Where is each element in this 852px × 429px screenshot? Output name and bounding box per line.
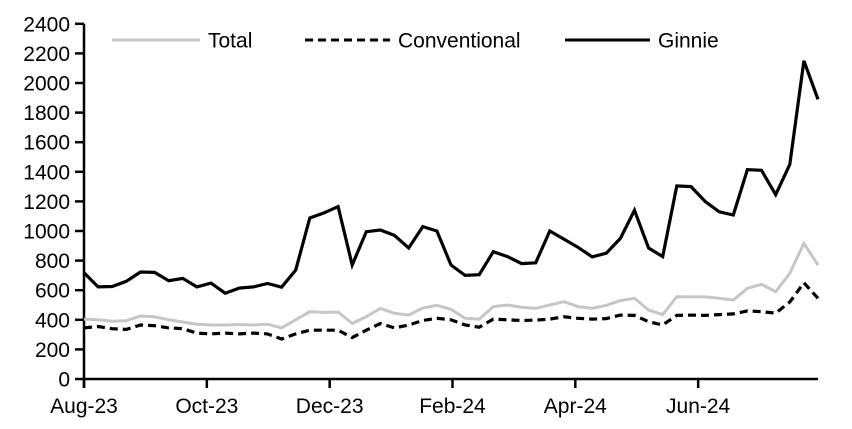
y-tick-label: 2400 xyxy=(23,13,70,36)
series-line-conventional xyxy=(83,280,820,341)
y-tick-label: 400 xyxy=(35,309,70,332)
y-tick-label: 200 xyxy=(35,339,70,362)
x-tick-label: Apr-24 xyxy=(544,395,607,418)
y-tick-label: 600 xyxy=(35,280,70,303)
series-line-ginnie xyxy=(82,60,820,295)
y-tick-label: 1200 xyxy=(23,191,70,214)
y-tick-label: 1400 xyxy=(23,161,70,184)
x-tick-label: Aug-23 xyxy=(50,395,118,418)
legend-item-conventional: Conventional xyxy=(305,30,521,53)
x-tick-label: Oct-23 xyxy=(175,395,238,418)
legend-item-ginnie: Ginnie xyxy=(565,30,719,53)
legend-label: Ginnie xyxy=(658,30,719,53)
legend-item-total: Total xyxy=(112,30,252,53)
y-tick-label: 1600 xyxy=(23,132,70,155)
y-tick-label: 1000 xyxy=(23,221,70,244)
legend-label: Total xyxy=(208,30,252,53)
x-tick-label: Feb-24 xyxy=(419,395,486,418)
series-line-total xyxy=(83,240,820,330)
x-tick-label: Dec-23 xyxy=(296,395,364,418)
y-tick-label: 1800 xyxy=(23,102,70,125)
legend-label: Conventional xyxy=(398,30,521,53)
y-tick-label: 2000 xyxy=(23,73,70,96)
x-tick-label: Jun-24 xyxy=(666,395,731,418)
y-tick-label: 2200 xyxy=(23,43,70,66)
y-tick-label: 0 xyxy=(58,369,70,392)
y-tick-label: 800 xyxy=(35,250,70,273)
